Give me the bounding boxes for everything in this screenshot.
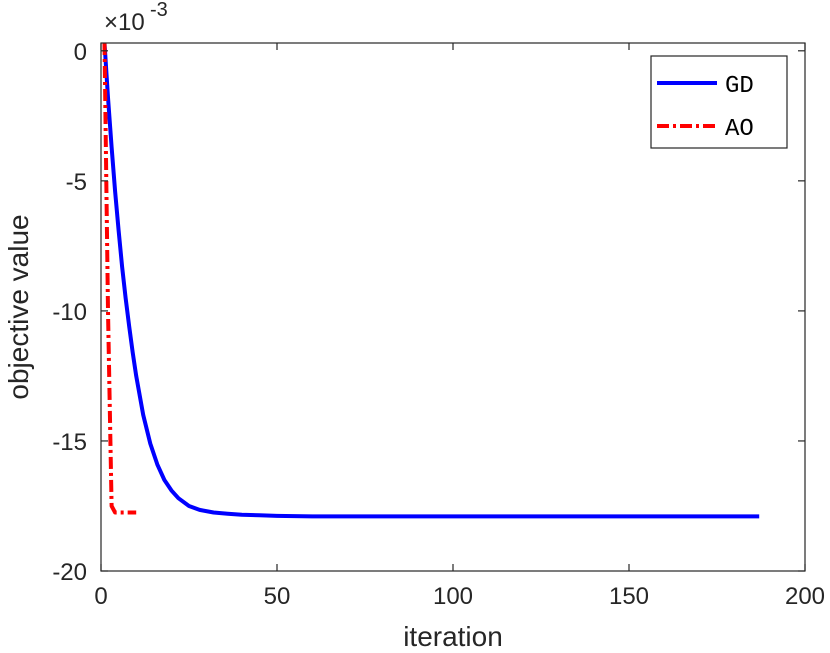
- x-tick-label: 200: [785, 583, 825, 610]
- x-axis-title: iteration: [403, 621, 503, 652]
- series-line-gd: [102, 42, 760, 519]
- y-tick-label: -20: [52, 559, 87, 586]
- series-line-ao: [102, 42, 137, 515]
- x-tick-label: 100: [433, 583, 473, 610]
- legend: GD AO: [650, 55, 788, 149]
- y-axis-title: objective value: [3, 214, 34, 399]
- y-exponent-power: -3: [150, 0, 168, 21]
- ticks-layer: 0 50 100 150 200 0 -5 -10 -15 -20: [52, 39, 825, 610]
- y-tick-label: 0: [74, 39, 87, 66]
- y-tick-label: -5: [66, 169, 87, 196]
- y-tick-label: -10: [52, 299, 87, 326]
- legend-box: [650, 55, 788, 149]
- x-tick-label: 50: [264, 583, 291, 610]
- x-tick-label: 0: [94, 583, 107, 610]
- y-tick-label: -15: [52, 429, 87, 456]
- series-layer: [102, 42, 760, 519]
- legend-label-gd: GD: [725, 73, 754, 100]
- legend-label-ao: AO: [725, 116, 754, 143]
- x-tick-label: 150: [609, 583, 649, 610]
- y-exponent-base: ×10: [104, 9, 145, 36]
